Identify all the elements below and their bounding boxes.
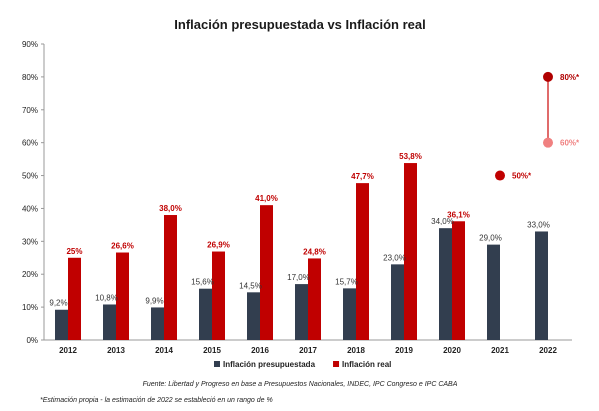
y-tick-label: 80% <box>22 73 38 82</box>
real-inflation-bar <box>212 251 225 340</box>
real-inflation-bar <box>164 215 177 340</box>
real-value-label: 26,9% <box>207 241 230 250</box>
x-tick-label: 2016 <box>251 346 269 355</box>
legend-swatch-real <box>333 361 340 367</box>
y-tick-label: 70% <box>22 106 38 115</box>
y-tick-label: 20% <box>22 270 38 279</box>
budgeted-value-label: 15,6% <box>191 278 214 287</box>
real-inflation-bar <box>68 257 81 340</box>
budgeted-inflation-bar <box>199 288 212 340</box>
y-tick-label: 0% <box>26 336 38 345</box>
estimate-point <box>543 71 553 82</box>
budgeted-value-label: 34,0% <box>431 217 454 226</box>
real-value-label: 36,1% <box>447 210 470 219</box>
x-tick-label: 2014 <box>155 346 173 355</box>
real-value-label: 38,0% <box>159 204 182 213</box>
x-tick-label: 2021 <box>491 346 509 355</box>
x-tick-label: 2013 <box>107 346 125 355</box>
budgeted-inflation-bar <box>439 228 452 340</box>
chart-title: Inflación presupuestada vs Inflación rea… <box>174 17 425 32</box>
real-value-label: 53,8% <box>399 152 422 161</box>
estimate-point <box>495 170 505 181</box>
budgeted-value-label: 17,0% <box>287 273 310 282</box>
real-inflation-bar <box>308 258 321 340</box>
budgeted-value-label: 14,5% <box>239 281 262 290</box>
bar-labels: 9,2% 10,8% 9,9% 15,6% 14,5% 17,0% 15,7% 23,0% 34… <box>49 152 549 308</box>
legend-swatch-budgeted <box>214 361 220 367</box>
bars <box>55 163 548 340</box>
real-inflation-bar <box>452 221 465 340</box>
x-tick-label: 2019 <box>395 346 413 355</box>
legend: Inflación presupuestada Inflación real <box>214 360 391 369</box>
budgeted-inflation-bar <box>151 307 164 340</box>
budgeted-inflation-bar <box>535 231 548 340</box>
budgeted-value-label: 29,0% <box>479 234 502 243</box>
budgeted-inflation-bar <box>487 244 500 340</box>
real-inflation-bar <box>356 183 369 340</box>
x-tick-label: 2012 <box>59 346 77 355</box>
real-value-label: 24,8% <box>303 247 326 256</box>
budgeted-value-label: 9,9% <box>145 296 163 305</box>
y-tick-label: 30% <box>22 237 38 246</box>
budgeted-inflation-bar <box>295 284 308 340</box>
legend-label-real: Inflación real <box>342 360 391 369</box>
real-inflation-bar <box>116 252 129 340</box>
legend-label-budgeted: Inflación presupuestada <box>223 360 316 369</box>
budgeted-value-label: 10,8% <box>95 293 118 302</box>
budgeted-inflation-bar <box>103 304 116 340</box>
budgeted-inflation-bar <box>391 264 404 340</box>
y-tick-label: 50% <box>22 172 38 181</box>
y-axis: 0% 10% 20% 30% 40% 50% 60% 70% 80% 90% <box>22 40 45 345</box>
estimate-footnote: *Estimación propia - la estimación de 20… <box>40 397 273 404</box>
estimate-markers: 50%* 60%* 80%* <box>495 71 580 181</box>
budgeted-value-label: 23,0% <box>383 253 406 262</box>
estimate-label: 60%* <box>560 139 580 148</box>
real-value-label: 47,7% <box>351 172 374 181</box>
y-tick-label: 40% <box>22 204 38 213</box>
real-value-label: 41,0% <box>255 194 278 203</box>
x-tick-label: 2018 <box>347 346 365 355</box>
real-inflation-bar <box>404 163 417 340</box>
budgeted-value-label: 15,7% <box>335 277 358 286</box>
y-tick-label: 90% <box>22 40 38 49</box>
budgeted-inflation-bar <box>55 309 68 340</box>
x-axis: 2012 2013 2014 2015 2016 2017 2018 2019 2020 2021… <box>44 339 572 355</box>
estimate-point <box>543 137 553 148</box>
budgeted-value-label: 33,0% <box>527 220 550 229</box>
x-tick-label: 2022 <box>539 346 557 355</box>
estimate-label: 80%* <box>560 73 580 82</box>
source-note: Fuente: Libertad y Progreso en base a Pr… <box>143 381 458 388</box>
x-tick-label: 2020 <box>443 346 461 355</box>
real-inflation-bar <box>260 205 273 340</box>
real-value-label: 26,6% <box>111 242 134 251</box>
x-tick-label: 2015 <box>203 346 221 355</box>
budgeted-inflation-bar <box>343 288 356 340</box>
y-tick-label: 60% <box>22 139 38 148</box>
estimate-label: 50%* <box>512 172 532 181</box>
real-value-label: 25% <box>66 247 82 256</box>
budgeted-inflation-bar <box>247 292 260 340</box>
y-tick-label: 10% <box>22 303 38 312</box>
x-tick-label: 2017 <box>299 346 317 355</box>
budgeted-value-label: 9,2% <box>49 299 67 308</box>
